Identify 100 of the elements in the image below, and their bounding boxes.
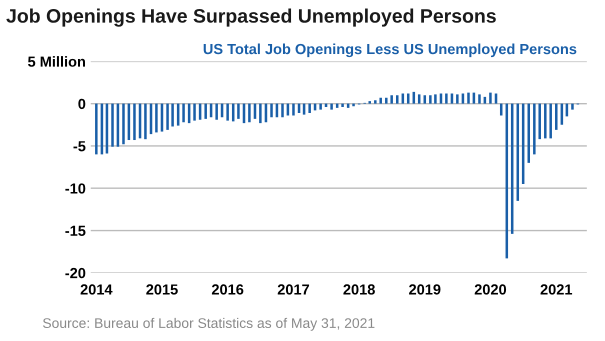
bar [138, 104, 142, 138]
bar [522, 104, 524, 184]
bar [286, 104, 290, 116]
bar [560, 104, 564, 125]
bar [226, 104, 229, 121]
bar [506, 104, 508, 258]
bar [352, 104, 355, 106]
bar [440, 94, 442, 104]
bar [434, 94, 437, 104]
bar [166, 104, 169, 130]
bar [100, 104, 104, 154]
bar [193, 104, 196, 121]
bar [111, 104, 114, 147]
x-tick-label: 2015 [146, 284, 178, 295]
bar [385, 98, 388, 104]
x-tick-label: 2021 [540, 284, 572, 295]
source-note: Source: Bureau of Labor Statistics as of May 31, 2021 [42, 318, 374, 331]
bar [489, 92, 492, 104]
y-tick-label: 5 Million [28, 56, 85, 67]
bar [128, 104, 130, 140]
bar [270, 104, 273, 118]
x-tick-label: 2017 [278, 284, 310, 295]
bar [171, 104, 174, 126]
bar [242, 104, 246, 124]
chart-subtitle: US Total Job Openings Less US Unemployed Persons [204, 43, 576, 58]
bar [527, 104, 530, 163]
bar [176, 104, 180, 126]
bar [155, 104, 158, 132]
y-tick-label: -10 [65, 183, 86, 194]
bar [160, 104, 164, 132]
bar [429, 95, 432, 104]
bar [281, 104, 284, 118]
bar [204, 104, 207, 119]
bar [472, 92, 476, 104]
bar [215, 104, 218, 120]
bar [418, 94, 420, 104]
bar [510, 104, 514, 234]
bar [182, 104, 185, 122]
bar [424, 95, 426, 104]
bar [237, 104, 240, 119]
bar [210, 104, 212, 118]
bar [538, 104, 541, 140]
bar [150, 104, 152, 134]
bar [276, 104, 278, 118]
bar [516, 104, 520, 201]
bar [555, 104, 558, 130]
bar [308, 104, 311, 113]
bar [484, 96, 486, 104]
bar [106, 104, 108, 154]
bar [220, 104, 224, 118]
bar [144, 104, 147, 140]
bar [467, 92, 470, 104]
bar [396, 95, 399, 104]
bar [341, 104, 344, 108]
bar [533, 104, 536, 154]
bar [133, 104, 136, 140]
bar [298, 104, 300, 113]
x-tick-label: 2018 [343, 284, 375, 295]
bar [462, 94, 464, 104]
bar [122, 104, 125, 144]
bar [324, 104, 328, 108]
y-tick-label: -20 [65, 268, 86, 278]
bar [412, 92, 416, 104]
bar [336, 104, 338, 108]
bar [292, 104, 295, 116]
bar [379, 98, 382, 104]
x-tick-label: 2014 [80, 284, 112, 295]
bar [566, 104, 568, 116]
bar [402, 94, 404, 104]
bar [264, 104, 268, 122]
bar [198, 104, 202, 120]
bar [188, 104, 190, 124]
bar [571, 104, 574, 110]
y-tick-label: -15 [65, 226, 86, 236]
y-tick-label: -5 [73, 141, 86, 152]
bar [368, 101, 371, 104]
bar [232, 104, 234, 122]
bar [248, 104, 251, 122]
bar [549, 104, 552, 138]
bar [254, 104, 256, 119]
bar [500, 104, 502, 116]
x-tick-label: 2016 [212, 284, 244, 295]
bar [314, 104, 316, 110]
bar [390, 95, 393, 104]
bar [406, 94, 410, 104]
chart-title: Job Openings Have Surpassed Unemployed Persons [6, 8, 496, 27]
bar [302, 104, 306, 115]
bar [544, 104, 547, 138]
bar [319, 104, 322, 110]
bar [450, 94, 454, 104]
bar [445, 94, 448, 104]
bar [330, 104, 333, 110]
x-tick-label: 2019 [409, 284, 440, 295]
bar [494, 94, 498, 104]
bar [346, 104, 350, 108]
bar [259, 104, 262, 124]
bar [95, 104, 98, 154]
y-tick-label: 0 [78, 98, 86, 110]
x-tick-label: 2020 [474, 284, 506, 295]
bar [116, 104, 120, 147]
